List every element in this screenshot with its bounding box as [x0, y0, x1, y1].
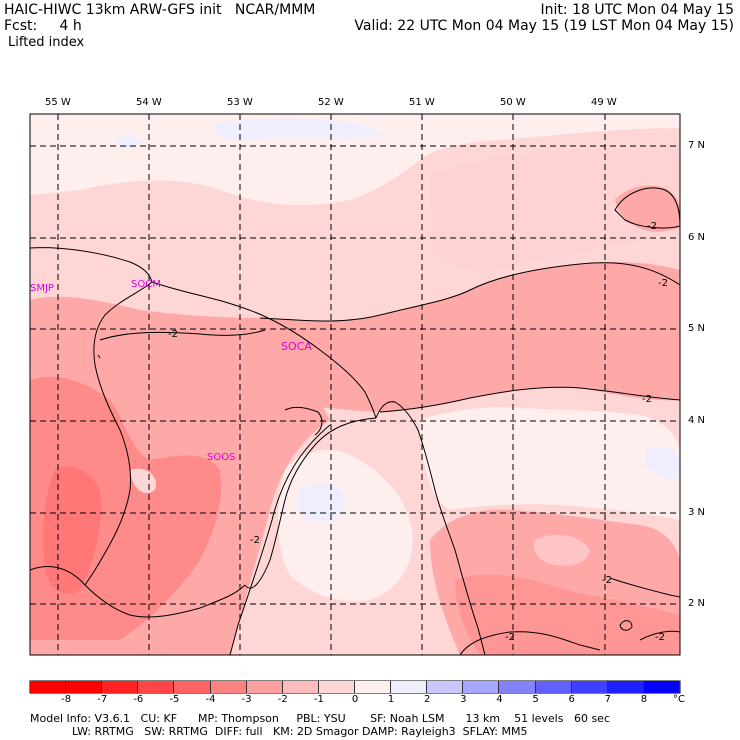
colorbar-tick-label: -6 — [133, 694, 144, 705]
colorbar-tick-label: 3 — [460, 694, 467, 705]
colorbar-cell — [102, 681, 139, 693]
lon-label-55w: 55 W — [45, 97, 71, 108]
colorbar-cell — [391, 681, 428, 693]
contours — [99, 187, 680, 655]
fill-blue-small — [115, 135, 140, 148]
colorbar-tick-label: -2 — [277, 694, 288, 705]
station-soca: SOCA — [281, 340, 312, 353]
model-info-line1: Model Info: V3.6.1 CU: KF MP: Thompson P… — [30, 712, 610, 725]
colorbar-tick-label: -3 — [241, 694, 252, 705]
colorbar-tick-label: 1 — [387, 694, 395, 705]
fill-band-east-north — [430, 145, 680, 272]
colorbar-cell — [282, 681, 319, 693]
colorbar-cell — [499, 681, 536, 693]
fill-se-darker — [455, 574, 680, 655]
colorbar-unit: °C — [673, 694, 685, 705]
colorbar-tick-label: -7 — [97, 694, 108, 705]
colorbar-cell — [643, 681, 680, 693]
model-title: HAIC-HIWC 13km ARW-GFS init NCAR/MMM — [4, 2, 316, 18]
colorbar-cell — [427, 681, 464, 693]
colorbar-cell — [30, 681, 67, 693]
colorbar-cell — [607, 681, 644, 693]
colorbar-tick-label: 8 — [640, 694, 648, 705]
map-frame — [29, 113, 681, 656]
colorbar-tick-label: -5 — [169, 694, 180, 705]
colorbar-cell — [246, 681, 283, 693]
colorbar-tick-label: 5 — [532, 694, 539, 705]
colorbar-tick-label: 6 — [568, 694, 575, 705]
lat-label-2n: 2 N — [688, 598, 706, 609]
contour-label-7: -2 — [505, 632, 515, 643]
contour-label-8: -2 — [655, 632, 665, 643]
fill-pale-east — [420, 407, 680, 520]
colorbar-cell — [535, 681, 572, 693]
fill-se-pale — [533, 534, 590, 566]
colorbar-cell — [66, 681, 103, 693]
colorbar-tick-label: -4 — [205, 694, 216, 705]
lat-label-3n: 3 N — [688, 507, 706, 518]
colorbar-cell — [463, 681, 500, 693]
station-smjp: SMJP — [30, 283, 54, 294]
lat-label-6n: 6 N — [688, 232, 706, 243]
field-name: Lifted index — [8, 35, 85, 50]
contour-label-5: -2 — [250, 535, 260, 546]
lon-label-49w: 49 W — [591, 97, 617, 108]
colorbar-tick-label: 7 — [604, 694, 611, 705]
lon-label-54w: 54 W — [136, 97, 162, 108]
colorbar-cell — [571, 681, 608, 693]
valid-time: Valid: 22 UTC Mon 04 May 15 (19 LST Mon … — [354, 18, 734, 34]
coastline-borders — [30, 247, 486, 655]
contour-label-1: -2 — [647, 221, 657, 232]
colorbar-tick-label: -8 — [61, 694, 72, 705]
lon-label-50w: 50 W — [500, 97, 526, 108]
lat-label-7n: 7 N — [688, 140, 706, 151]
fill-darker-ne — [615, 185, 680, 232]
model-info-line2: LW: RRTMG SW: RRTMG DIFF: full KM: 2D Sm… — [30, 725, 528, 738]
colorbar-cell — [138, 681, 175, 693]
colorbar-tick-label: -1 — [313, 694, 324, 705]
lon-label-52w: 52 W — [318, 97, 344, 108]
colorbar-tick-label: 0 — [351, 694, 359, 705]
lat-label-4n: 4 N — [688, 415, 706, 426]
colorbar-cell — [174, 681, 211, 693]
fill-pale-top — [30, 114, 680, 206]
contour-label-2: -2 — [658, 278, 668, 289]
fill-blue-top — [214, 118, 380, 141]
station-soos: SOOS — [207, 452, 236, 463]
forecast-hour: Fcst: 4 h — [4, 18, 82, 34]
lon-label-53w: 53 W — [227, 97, 253, 108]
graticule — [30, 114, 680, 655]
station-socm: SOCM — [131, 279, 161, 290]
colorbar-cell — [210, 681, 247, 693]
contour-label-3: -2 — [168, 329, 178, 340]
init-time: Init: 18 UTC Mon 04 May 15 — [540, 2, 734, 18]
contour-label-6: -2 — [602, 575, 612, 586]
colorbar-tick-label: 2 — [424, 694, 431, 705]
lon-label-51w: 51 W — [409, 97, 435, 108]
contour-label-4: -2 — [642, 394, 652, 405]
colorbar-cell — [355, 681, 392, 693]
colorbar-tick-label: 4 — [496, 694, 503, 705]
colorbar-cell — [318, 681, 355, 693]
lat-label-5n: 5 N — [688, 323, 706, 334]
fill-blue-east — [645, 446, 680, 479]
